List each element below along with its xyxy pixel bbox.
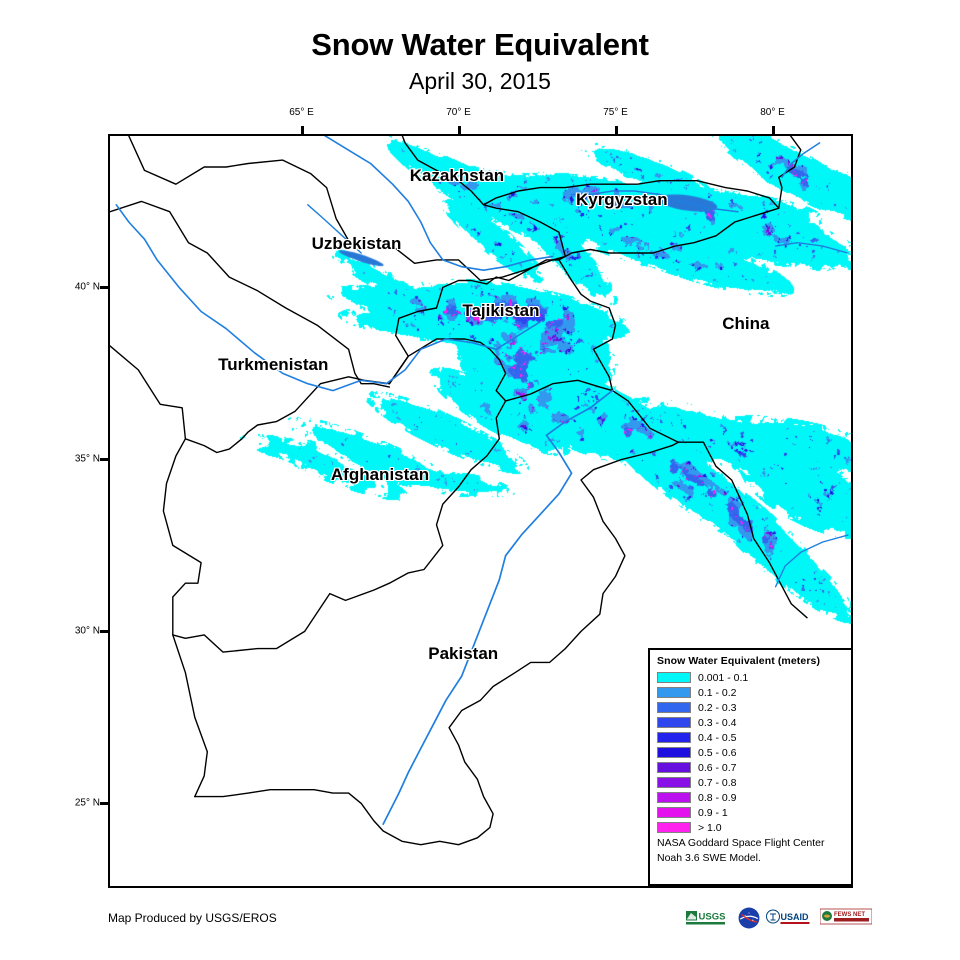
river-syr-darya bbox=[323, 136, 554, 271]
legend-credit-line-2: Noah 3.6 SWE Model. bbox=[657, 852, 761, 864]
legend-rows: 0.001 - 0.1 0.1 - 0.2 0.2 - 0.3 0.3 - 0.4 0.… bbox=[657, 670, 845, 835]
map-vector-layer bbox=[110, 136, 849, 846]
border-turkmenistan-afghanistan bbox=[110, 345, 391, 454]
fewsnet-logo[interactable]: FEWS NET bbox=[820, 908, 872, 928]
river-tarim bbox=[774, 242, 849, 254]
lat-tick-label: 35° N bbox=[74, 453, 100, 465]
lon-tick-mark bbox=[771, 126, 775, 134]
border-pakistan-iran bbox=[172, 634, 208, 798]
lon-tick-label: 65° E bbox=[289, 107, 314, 118]
legend-label: 0.7 - 0.8 bbox=[698, 776, 737, 789]
legend-swatch bbox=[657, 702, 691, 713]
legend-swatch bbox=[657, 792, 691, 803]
legend-label: 0.9 - 1 bbox=[698, 806, 728, 819]
border-afghanistan-pakistan bbox=[172, 400, 507, 653]
lon-tick-label: 75° E bbox=[603, 107, 628, 118]
page-title: Snow Water Equivalent bbox=[311, 27, 649, 62]
legend-swatch bbox=[657, 747, 691, 758]
lon-tick-label: 80° E bbox=[760, 107, 785, 118]
usgs-logo[interactable]: USGS bbox=[686, 910, 732, 927]
legend-swatch bbox=[657, 687, 691, 698]
border-china-india-pakistan bbox=[611, 389, 808, 619]
legend-row: > 1.0 bbox=[657, 820, 845, 835]
lon-tick-mark bbox=[614, 126, 618, 134]
svg-text:USAID: USAID bbox=[781, 912, 810, 922]
border-afghanistan-iran bbox=[162, 438, 202, 636]
legend-row: 0.8 - 0.9 bbox=[657, 790, 845, 805]
legend-row: 0.6 - 0.7 bbox=[657, 760, 845, 775]
usaid-logo[interactable]: USAID bbox=[766, 908, 814, 928]
legend-row: 0.7 - 0.8 bbox=[657, 775, 845, 790]
legend-row: 0.1 - 0.2 bbox=[657, 685, 845, 700]
lat-tick-mark bbox=[100, 802, 108, 806]
river-indus bbox=[382, 389, 614, 825]
lat-tick-label: 30° N bbox=[74, 625, 100, 637]
legend-label: 0.4 - 0.5 bbox=[698, 731, 737, 744]
lat-tick-mark bbox=[100, 286, 108, 290]
legend-row: 0.5 - 0.6 bbox=[657, 745, 845, 760]
border-kyrgyzstan-china bbox=[558, 136, 802, 261]
river-amu-darya bbox=[115, 204, 541, 392]
legend-row: 0.2 - 0.3 bbox=[657, 700, 845, 715]
legend-swatch bbox=[657, 777, 691, 788]
border-uzbekistan-north bbox=[128, 136, 566, 282]
legend-credit-line-1: NASA Goddard Space Flight Center bbox=[657, 837, 825, 849]
legend-label: 0.001 - 0.1 bbox=[698, 671, 749, 684]
river-sutlej bbox=[774, 534, 849, 588]
legend-row: 0.001 - 0.1 bbox=[657, 670, 845, 685]
lon-tick-mark bbox=[457, 126, 461, 134]
legend-swatch bbox=[657, 822, 691, 833]
footer-credit: Map Produced by USGS/EROS bbox=[108, 911, 277, 925]
legend-label: 0.2 - 0.3 bbox=[698, 701, 737, 714]
lat-tick-label: 25° N bbox=[74, 797, 100, 809]
border-kazakhstan-kyrgyzstan bbox=[482, 180, 780, 209]
legend-label: 0.3 - 0.4 bbox=[698, 716, 737, 729]
legend-row: 0.4 - 0.5 bbox=[657, 730, 845, 745]
border-tajikistan-china bbox=[558, 259, 617, 392]
legend-label: 0.6 - 0.7 bbox=[698, 761, 737, 774]
border-pakistan-india-coast bbox=[194, 441, 679, 846]
legend-swatch bbox=[657, 762, 691, 773]
legend-label: > 1.0 bbox=[698, 821, 722, 834]
legend-title: Snow Water Equivalent (meters) bbox=[657, 655, 821, 667]
lat-tick-label: 40° N bbox=[74, 281, 100, 293]
river-chu bbox=[570, 190, 739, 213]
lon-tick-mark bbox=[300, 126, 304, 134]
page-subtitle-date: April 30, 2015 bbox=[409, 68, 551, 94]
legend-label: 0.8 - 0.9 bbox=[698, 791, 737, 804]
lat-tick-mark bbox=[100, 630, 108, 634]
title-block: Snow Water Equivalent April 30, 2015 bbox=[0, 28, 960, 96]
river-ili bbox=[781, 142, 821, 179]
logo-bar: USGS USAID FEWS NET bbox=[686, 903, 872, 933]
legend-swatch bbox=[657, 807, 691, 818]
border-kazakhstan-uzbekistan bbox=[401, 136, 566, 258]
nasa-logo[interactable] bbox=[738, 907, 760, 929]
legend-label: 0.1 - 0.2 bbox=[698, 686, 737, 699]
legend-box: Snow Water Equivalent (meters) 0.001 - 0… bbox=[648, 648, 853, 886]
river-aydar bbox=[307, 204, 362, 254]
border-turkmenistan-uzbekistan bbox=[110, 200, 391, 388]
legend-swatch bbox=[657, 732, 691, 743]
svg-text:FEWS NET: FEWS NET bbox=[834, 912, 865, 918]
lat-tick-mark bbox=[100, 458, 108, 462]
legend-row: 0.3 - 0.4 bbox=[657, 715, 845, 730]
legend-row: 0.9 - 1 bbox=[657, 805, 845, 820]
legend-label: 0.5 - 0.6 bbox=[698, 746, 737, 759]
lon-tick-label: 70° E bbox=[446, 107, 471, 118]
border-tajikistan-uzbekistan bbox=[388, 259, 560, 385]
legend-swatch bbox=[657, 717, 691, 728]
legend-swatch bbox=[657, 672, 691, 683]
svg-text:USGS: USGS bbox=[699, 911, 726, 922]
